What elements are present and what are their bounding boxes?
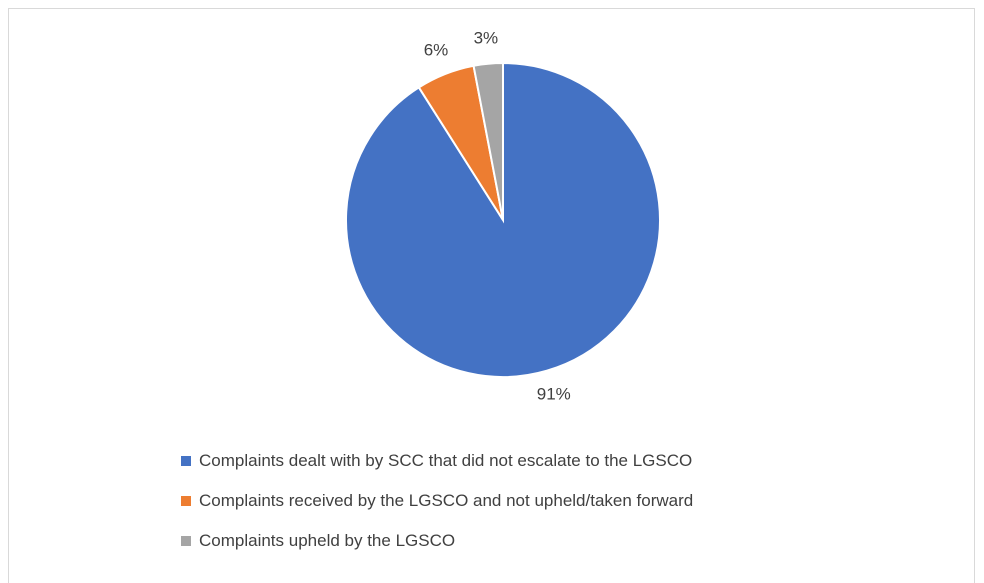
legend-item: Complaints received by the LGSCO and not…	[181, 481, 941, 521]
legend-swatch	[181, 536, 191, 546]
legend-label: Complaints dealt with by SCC that did no…	[199, 451, 693, 470]
data-label: 3%	[474, 28, 499, 47]
legend-item: Complaints dealt with by SCC that did no…	[181, 441, 941, 481]
data-label: 6%	[424, 40, 449, 59]
legend-item: Complaints upheld by the LGSCO	[181, 521, 941, 561]
data-label: 91%	[537, 384, 571, 403]
legend-swatch	[181, 496, 191, 506]
legend: Complaints dealt with by SCC that did no…	[181, 441, 941, 561]
legend-swatch	[181, 456, 191, 466]
pie-slice	[472, 61, 504, 221]
legend-label: Complaints received by the LGSCO and not…	[199, 491, 694, 510]
legend-label: Complaints upheld by the LGSCO	[199, 531, 456, 550]
